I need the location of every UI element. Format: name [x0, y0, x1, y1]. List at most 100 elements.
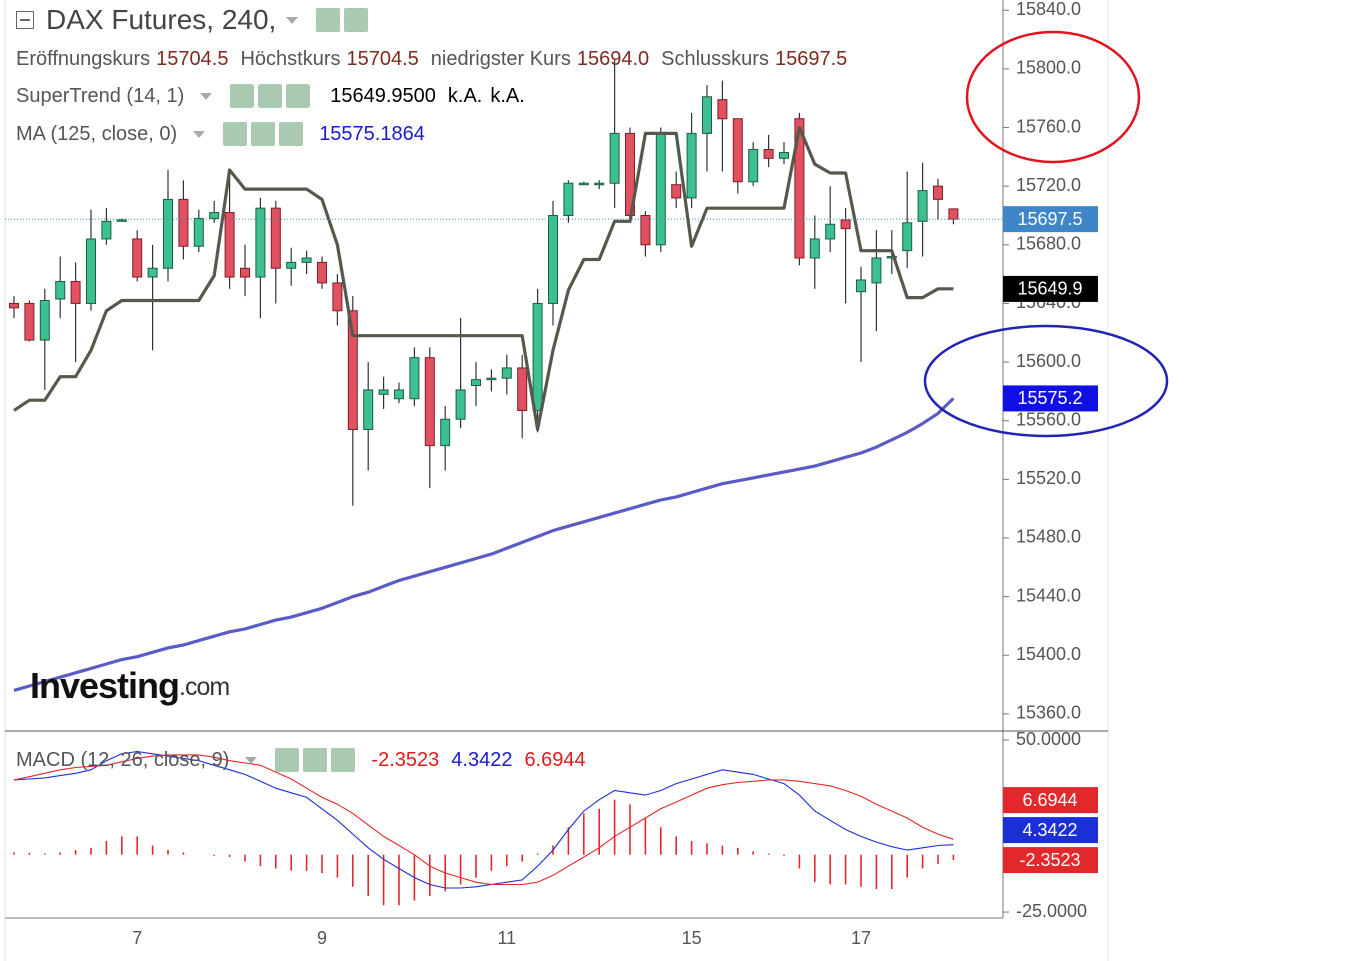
indicator-badge-bg — [1003, 847, 1098, 874]
candle-body — [270, 207, 281, 269]
settings-icon[interactable] — [303, 748, 328, 772]
dropdown[interactable] — [245, 756, 258, 764]
candle-body — [378, 389, 389, 395]
price-badge: 15697.5 — [1017, 209, 1082, 229]
candle-body — [363, 389, 374, 430]
candle-body — [147, 267, 158, 278]
indicator-name: MA (125, close, 0) — [16, 123, 178, 145]
candle-body — [840, 219, 851, 230]
y-tick-label: 15400.0 — [1016, 644, 1081, 664]
y-tick-label: 15440.0 — [1016, 585, 1081, 605]
candle-body — [948, 208, 959, 220]
candle-body — [917, 190, 928, 222]
x-tick-label: 7 — [132, 928, 142, 948]
indicator-line — [13, 750, 954, 889]
price-badge: 15649.9 — [1017, 279, 1082, 299]
close-icon[interactable] — [331, 748, 356, 772]
candle-body — [132, 238, 143, 278]
macd-pane — [13, 750, 955, 906]
y-tick-label: 50.0000 — [1016, 729, 1081, 749]
indicator-note: k.A. — [447, 85, 483, 107]
candle-body — [732, 118, 743, 183]
candle-body — [763, 149, 774, 159]
indicator-badge: -2.3523 — [1019, 850, 1080, 870]
candle-body — [532, 302, 543, 411]
y-tick-label: 15840.0 — [1016, 0, 1081, 19]
eye-icon[interactable] — [230, 84, 255, 108]
candle-body — [424, 357, 435, 447]
dropdown[interactable] — [200, 92, 213, 100]
candle-body — [594, 182, 605, 186]
indicator-line — [13, 397, 955, 692]
candle-body — [301, 257, 312, 263]
price-badge-bg — [1003, 385, 1098, 412]
candle-body — [224, 212, 235, 278]
indicator-value: 15649.9500 — [330, 85, 436, 107]
candle-body — [501, 367, 512, 379]
candle-body — [9, 302, 19, 309]
y-tick-label: 15600.0 — [1016, 351, 1081, 371]
indicator-name: MACD (12, 26, close, 9) — [16, 749, 230, 771]
y-tick-label: 15520.0 — [1016, 468, 1081, 488]
candle-body — [471, 379, 481, 387]
indicator-note: k.A. — [490, 85, 525, 107]
candle-body — [240, 267, 250, 278]
candle-body — [486, 377, 497, 381]
annotation-circle — [965, 30, 1141, 164]
logo-suffix: .com — [179, 673, 229, 701]
settings-icon[interactable] — [258, 84, 283, 108]
eye-icon[interactable] — [223, 122, 248, 146]
y-tick-label: 15760.0 — [1016, 116, 1081, 136]
indicator-line — [13, 125, 954, 432]
candle-body — [748, 149, 759, 183]
eye-icon[interactable] — [316, 8, 341, 32]
candle-body — [517, 367, 528, 411]
candle-body — [209, 212, 220, 219]
supertrend-legend: SuperTrend (14, 1) 15649.9500 k.A. k.A. — [16, 83, 525, 109]
price-badge-bg — [1003, 275, 1098, 302]
y-tick-label: 15800.0 — [1016, 58, 1081, 78]
price-badge: 15575.2 — [1017, 388, 1082, 408]
y-tick-label: 15480.0 — [1016, 527, 1081, 547]
ohlc-value: 15694.0 — [576, 48, 650, 70]
price-pane — [5, 60, 1003, 692]
macd-value: 4.3422 — [451, 749, 513, 771]
chart-title: DAX Futures, 240, — [46, 4, 277, 35]
indicator-badge: 4.3422 — [1022, 820, 1077, 840]
candle-body — [886, 256, 897, 259]
indicator-name: SuperTrend (14, 1) — [16, 85, 185, 107]
settings-icon[interactable] — [344, 8, 369, 32]
indicator-badge: 6.6944 — [1022, 790, 1077, 810]
signal-value: 6.6944 — [524, 749, 586, 771]
y-tick-label: 15720.0 — [1016, 175, 1081, 195]
x-tick-label: 17 — [851, 928, 871, 948]
settings-icon[interactable] — [251, 122, 276, 146]
ohlc-label: Höchstkurs — [240, 48, 341, 70]
candle-body — [409, 357, 420, 400]
ohlc-value: 15704.5 — [156, 48, 229, 70]
dropdown[interactable] — [286, 16, 299, 24]
candle-body — [578, 182, 589, 186]
y-tick-label: 15560.0 — [1016, 409, 1081, 429]
dropdown[interactable] — [193, 130, 206, 138]
logo: Investing.com — [30, 665, 229, 706]
close-icon[interactable] — [286, 84, 311, 108]
histogram-value: -2.3523 — [371, 749, 440, 771]
collapse-icon[interactable] — [16, 11, 34, 29]
candle-body — [455, 389, 466, 420]
x-tick-label: 15 — [682, 928, 702, 948]
candle-body — [794, 118, 805, 259]
eye-icon[interactable] — [275, 748, 300, 772]
ohlc-label: Eröffnungskurs — [16, 48, 151, 70]
candle-body — [779, 151, 789, 159]
candle-body — [809, 238, 820, 259]
candle-body — [902, 222, 913, 252]
candle-body — [686, 132, 697, 199]
candle-body — [193, 217, 204, 247]
close-icon[interactable] — [279, 122, 304, 146]
candle-body — [548, 214, 558, 304]
candle-body — [702, 96, 712, 134]
